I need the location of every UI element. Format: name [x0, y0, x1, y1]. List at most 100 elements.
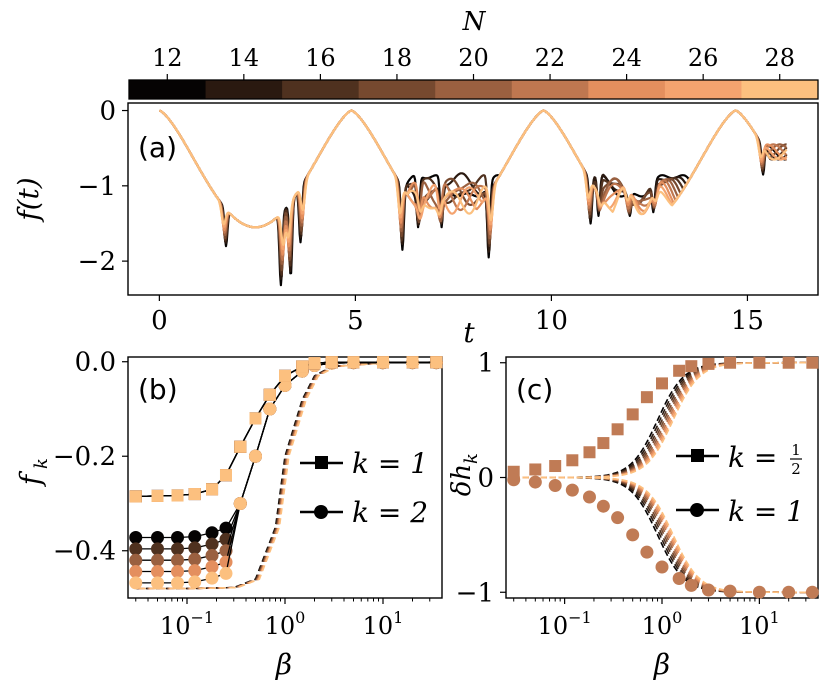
c-square-marker	[583, 446, 596, 459]
c-square-marker	[640, 391, 653, 404]
b-k2-marker-N-28	[248, 449, 262, 463]
legend-c-square-marker	[691, 449, 704, 462]
panel-c-label: (c)	[516, 373, 553, 406]
panel-b-label: (b)	[138, 373, 178, 406]
colorbar-segment	[282, 80, 360, 99]
panel-a-curves	[158, 109, 788, 287]
curve-N-12	[158, 109, 788, 287]
c-ytick-label: 0	[477, 464, 494, 494]
b-xtick-label: 10−1	[160, 608, 214, 640]
c-square-marker	[782, 356, 795, 369]
legend-b-circle-marker	[314, 505, 328, 519]
curve-N-28	[158, 109, 788, 246]
panel-c-ylabel-sub: k	[461, 453, 482, 464]
c-circle-marker	[701, 583, 715, 597]
b-k2-marker-N-12	[151, 531, 165, 545]
a-xtick-label: 10	[535, 306, 568, 336]
colorbar-tick-label: 26	[688, 44, 719, 72]
a-xtick-label: 0	[151, 306, 168, 336]
b-k2-marker-N-16	[171, 542, 185, 556]
b-k2-marker-N-24	[188, 564, 202, 578]
curve-N-26	[158, 109, 788, 251]
c-square-marker	[529, 463, 542, 476]
colorbar-tick-label: 20	[458, 44, 489, 72]
c-circle-marker	[723, 584, 737, 598]
panel-b-ylabel-sub: k	[31, 458, 52, 469]
colorbar-segment	[435, 80, 513, 99]
b-k2-marker-N-12	[188, 530, 202, 544]
colorbar-segment	[511, 80, 589, 99]
b-k1-marker-N-28	[279, 369, 291, 382]
panel-b-ylabel-main: f	[14, 470, 47, 487]
c-xtick-label: 100	[642, 608, 683, 640]
legend-c-frac-num: 1	[791, 441, 801, 459]
b-ytick-label: 0.0	[75, 348, 116, 378]
colorbar-tick-label: 12	[152, 44, 183, 72]
panel-c-plot	[507, 356, 819, 599]
legend-c-frac-den: 2	[791, 460, 801, 478]
colorbar-tick-label: 22	[535, 44, 566, 72]
c-square-marker	[626, 408, 639, 421]
b-k1-marker-N-28	[151, 489, 164, 502]
b-k2-marker-N-28	[188, 575, 202, 589]
c-circle-marker	[565, 483, 579, 497]
c-circle-marker	[548, 479, 562, 493]
b-k1-marker-N-28	[347, 356, 360, 369]
b-k2-marker-N-24	[171, 565, 185, 579]
b-k2-marker-N-12	[129, 531, 143, 545]
b-k2-marker-N-28	[278, 378, 292, 392]
c-circle-marker	[752, 585, 766, 599]
c-circle-marker	[684, 578, 698, 592]
panel-b-plot	[129, 356, 443, 590]
panel-c-ylabel: δh k	[447, 453, 482, 496]
panel-b-xlabel: β	[275, 648, 292, 681]
c-square-marker	[549, 460, 562, 473]
colorbar-segment	[205, 80, 283, 99]
colorbar-segment	[358, 80, 436, 99]
colorbar-label: N	[462, 7, 487, 37]
b-k1-marker-N-28	[129, 490, 142, 503]
b-k1-marker-N-28	[406, 356, 419, 369]
b-k1-marker-N-28	[263, 388, 276, 401]
panel-c-legend: k = 1 2 k = 1	[676, 441, 804, 528]
b-k2-marker-N-20	[129, 553, 143, 567]
panel-c-xlabel: β	[653, 648, 670, 681]
colorbar-tick-label: 24	[611, 44, 642, 72]
c-circle-marker	[528, 475, 542, 489]
b-k2-marker-N-28	[205, 571, 219, 585]
b-k2-marker-N-24	[151, 565, 165, 579]
c-ytick-label: −1	[456, 578, 494, 608]
c-square-marker	[597, 437, 610, 450]
legend-b-square-marker	[315, 456, 328, 469]
c-square-marker	[702, 357, 715, 370]
c-xtick-label: 101	[739, 608, 780, 640]
c-xtick-label: 10−1	[538, 608, 592, 640]
colorbar-segment	[588, 80, 666, 99]
c-square-marker	[806, 356, 819, 369]
a-ytick-label: −1	[78, 172, 116, 202]
c-square-marker	[656, 377, 668, 390]
legend-b-label-1: k = 1	[352, 447, 428, 480]
colorbar: 12 14 16 18 20 22 24 26 28	[128, 44, 819, 100]
b-k1-marker-N-28	[206, 483, 219, 496]
b-k2-marker-N-24	[129, 565, 143, 579]
b-k2-marker-N-20	[151, 553, 165, 567]
b-ytick-label: −0.4	[53, 537, 116, 567]
panel-b-ticks: 10−1 100 101 0.0 −0.2 −0.4	[53, 348, 431, 640]
c-circle-marker	[655, 560, 669, 574]
b-k2-marker-N-16	[151, 542, 165, 556]
c-square-marker	[673, 364, 686, 377]
b-k1-marker-N-28	[376, 356, 389, 369]
b-k2-marker-N-28	[263, 402, 277, 416]
colorbar-tick-label: 28	[764, 44, 795, 72]
b-k2-marker-N-12	[171, 531, 185, 545]
c-circle-marker	[640, 545, 654, 559]
c-dashed-low-N-28	[513, 476, 812, 594]
b-k2-marker-N-28	[219, 566, 233, 580]
b-k2-marker-N-16	[129, 542, 143, 556]
a-xtick-label: 15	[731, 306, 764, 336]
panel-c-ylabel-main: δh	[447, 464, 477, 496]
c-square-marker	[753, 356, 766, 369]
